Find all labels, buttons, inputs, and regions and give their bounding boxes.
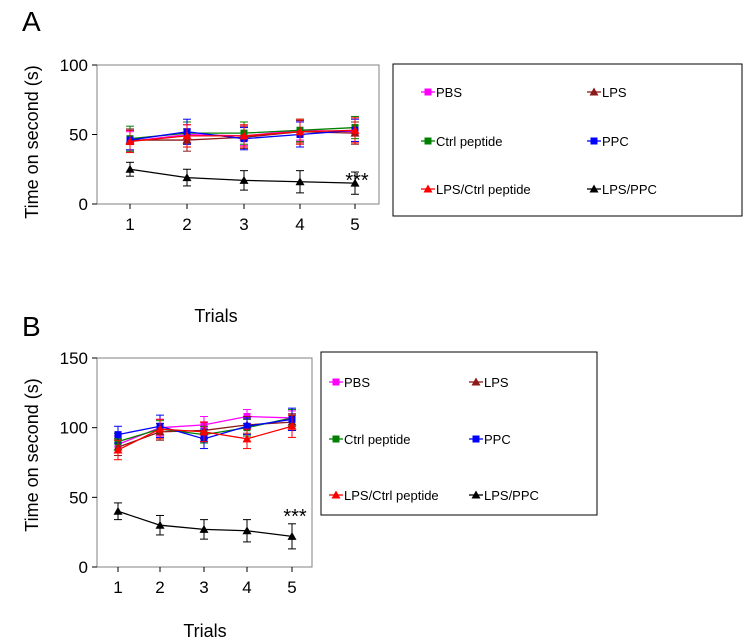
y-tick-label: 0 (79, 558, 88, 577)
series-lps-ctrl-peptide (125, 117, 360, 154)
legend-item: LPS/Ctrl peptide (421, 182, 531, 197)
legend-marker (332, 378, 340, 386)
legend-marker (424, 88, 432, 96)
data-point (350, 178, 360, 187)
y-tick-label: 150 (60, 349, 88, 368)
x-tick-label: 2 (155, 578, 164, 597)
legend-label: PBS (436, 85, 462, 100)
x-tick-label: 4 (295, 215, 304, 234)
data-point (125, 136, 135, 145)
y-tick-label: 100 (60, 419, 88, 438)
data-point (287, 531, 297, 540)
data-point (199, 524, 209, 533)
axis-ticks: 0 50 100 1 2 3 4 5 (60, 56, 360, 234)
legend-marker (589, 87, 599, 96)
legend-label: PPC (484, 432, 511, 447)
series-lps-ctrl-peptide (113, 414, 297, 461)
legend-item: LPS/PPC (587, 182, 657, 197)
y-tick-label: 50 (69, 126, 88, 145)
legend-label: Ctrl peptide (344, 432, 410, 447)
series-lps-ppc (113, 502, 297, 550)
data-point (287, 421, 297, 430)
data-point (182, 131, 192, 140)
legend-marker (423, 184, 433, 193)
series-layer (125, 115, 360, 195)
legend-label: LPS/Ctrl peptide (344, 488, 439, 503)
legend-item: LPS (587, 85, 627, 100)
legend-label: PBS (344, 375, 370, 390)
x-tick-label: 4 (242, 578, 251, 597)
data-point (242, 526, 252, 535)
y-axis-label: Time on second (s) (22, 378, 42, 531)
legend-marker (331, 490, 341, 499)
y-tick-label: 50 (69, 488, 88, 507)
data-point (243, 422, 251, 430)
legend-label: LPS (484, 375, 509, 390)
legend-item: LPS (469, 375, 509, 390)
data-point (239, 131, 249, 140)
significance-annotation: *** (345, 170, 369, 192)
data-point (350, 125, 360, 134)
data-point (295, 127, 305, 136)
x-tick-label: 5 (350, 215, 359, 234)
legend-item: Ctrl peptide (421, 134, 502, 149)
panel-label: A (22, 6, 41, 37)
data-point (155, 520, 165, 529)
x-tick-label: 3 (199, 578, 208, 597)
legend-item: PPC (469, 432, 511, 447)
legend-box (320, 351, 598, 516)
legend-marker (589, 184, 599, 193)
x-tick-label: 3 (239, 215, 248, 234)
legend-marker (424, 137, 432, 145)
legend-item: PPC (587, 134, 629, 149)
legend-box (392, 63, 743, 217)
legend-item: Ctrl peptide (329, 432, 410, 447)
x-tick-label: 2 (182, 215, 191, 234)
significance-annotation: *** (283, 506, 307, 528)
panel-b: B Time on second (s) Trials 0 50 100 150 1 2 3… (22, 311, 598, 641)
data-point (242, 434, 252, 443)
data-point (155, 424, 165, 433)
legend-item: LPS/PPC (469, 488, 539, 503)
y-tick-label: 0 (79, 195, 88, 214)
legend-label: LPS/Ctrl peptide (436, 182, 531, 197)
data-point (199, 427, 209, 436)
axis-ticks: 0 50 100 150 1 2 3 4 5 (60, 349, 297, 597)
series-lps-ppc (125, 161, 360, 195)
y-tick-label: 100 (60, 56, 88, 75)
x-tick-label: 1 (113, 578, 122, 597)
data-point (295, 177, 305, 186)
legend-marker (471, 490, 481, 499)
legend-label: LPS/PPC (484, 488, 539, 503)
data-point (239, 175, 249, 184)
legend-label: Ctrl peptide (436, 134, 502, 149)
legend-label: PPC (602, 134, 629, 149)
legend-label: LPS/PPC (602, 182, 657, 197)
legend-marker (471, 377, 481, 386)
legend-marker (590, 137, 598, 145)
data-point (113, 506, 123, 515)
data-point (114, 431, 122, 439)
legend-item: LPS/Ctrl peptide (329, 488, 439, 503)
data-point (125, 164, 135, 173)
legend: PBS LPS Ctrl peptide PPC LPS/Ctrl peptide LPS… (421, 85, 657, 197)
x-axis-label: Trials (183, 621, 226, 641)
series-layer (113, 407, 297, 550)
legend-label: LPS (602, 85, 627, 100)
legend: PBS LPS Ctrl peptide PPC LPS/Ctrl peptide LPS… (329, 375, 539, 503)
panel-label: B (22, 311, 41, 342)
x-tick-label: 5 (287, 578, 296, 597)
legend-marker (332, 435, 340, 443)
x-tick-label: 1 (125, 215, 134, 234)
x-axis-label: Trials (194, 306, 237, 326)
legend-item: PBS (329, 375, 370, 390)
data-point (182, 173, 192, 182)
legend-marker (472, 435, 480, 443)
y-axis-label: Time on second (s) (22, 65, 42, 218)
legend-item: PBS (421, 85, 462, 100)
plot-area (96, 64, 380, 205)
data-point (113, 445, 123, 454)
